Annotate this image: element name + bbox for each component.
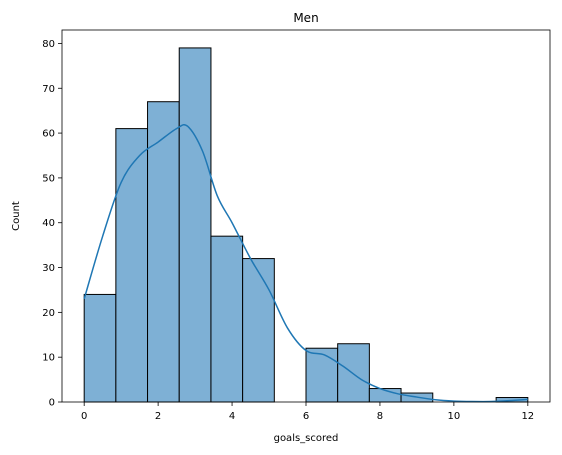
- histogram-bar: [147, 101, 180, 403]
- histogram-bar: [210, 235, 244, 403]
- histogram-bar: [178, 47, 212, 403]
- x-tick-label: 6: [303, 411, 309, 422]
- histogram-bar: [305, 347, 339, 403]
- y-tick-label: 40: [42, 218, 55, 229]
- histogram-bars: [83, 47, 529, 403]
- y-tick-label: 0: [49, 398, 55, 409]
- y-axis-label: Count: [11, 201, 22, 231]
- x-tick-label: 0: [81, 411, 87, 422]
- y-tick-label: 20: [42, 308, 55, 319]
- x-tick-label: 8: [377, 411, 383, 422]
- histogram-bar: [337, 343, 370, 403]
- y-tick-label: 30: [42, 263, 55, 274]
- histogram-bar: [83, 293, 117, 403]
- histogram-bar: [242, 258, 275, 403]
- x-tick-label: 4: [229, 411, 235, 422]
- y-tick-label: 50: [42, 173, 55, 184]
- kde-curve: [83, 123, 528, 403]
- x-tick-label: 2: [155, 411, 161, 422]
- x-tick-label: 10: [448, 411, 461, 422]
- x-axis-ticks: 0 2 4 6 8 10 12: [81, 402, 534, 422]
- y-tick-label: 10: [42, 353, 55, 364]
- y-tick-label: 60: [42, 129, 55, 140]
- x-tick-label: 12: [521, 411, 534, 422]
- x-axis-label: goals_scored: [274, 433, 339, 444]
- y-tick-label: 80: [42, 39, 55, 50]
- chart-title: Men: [293, 11, 318, 25]
- histogram-bar: [115, 128, 149, 403]
- y-tick-label: 70: [42, 84, 55, 95]
- y-axis-ticks: 0 10 20 30 40 50 60 70 80: [42, 39, 62, 409]
